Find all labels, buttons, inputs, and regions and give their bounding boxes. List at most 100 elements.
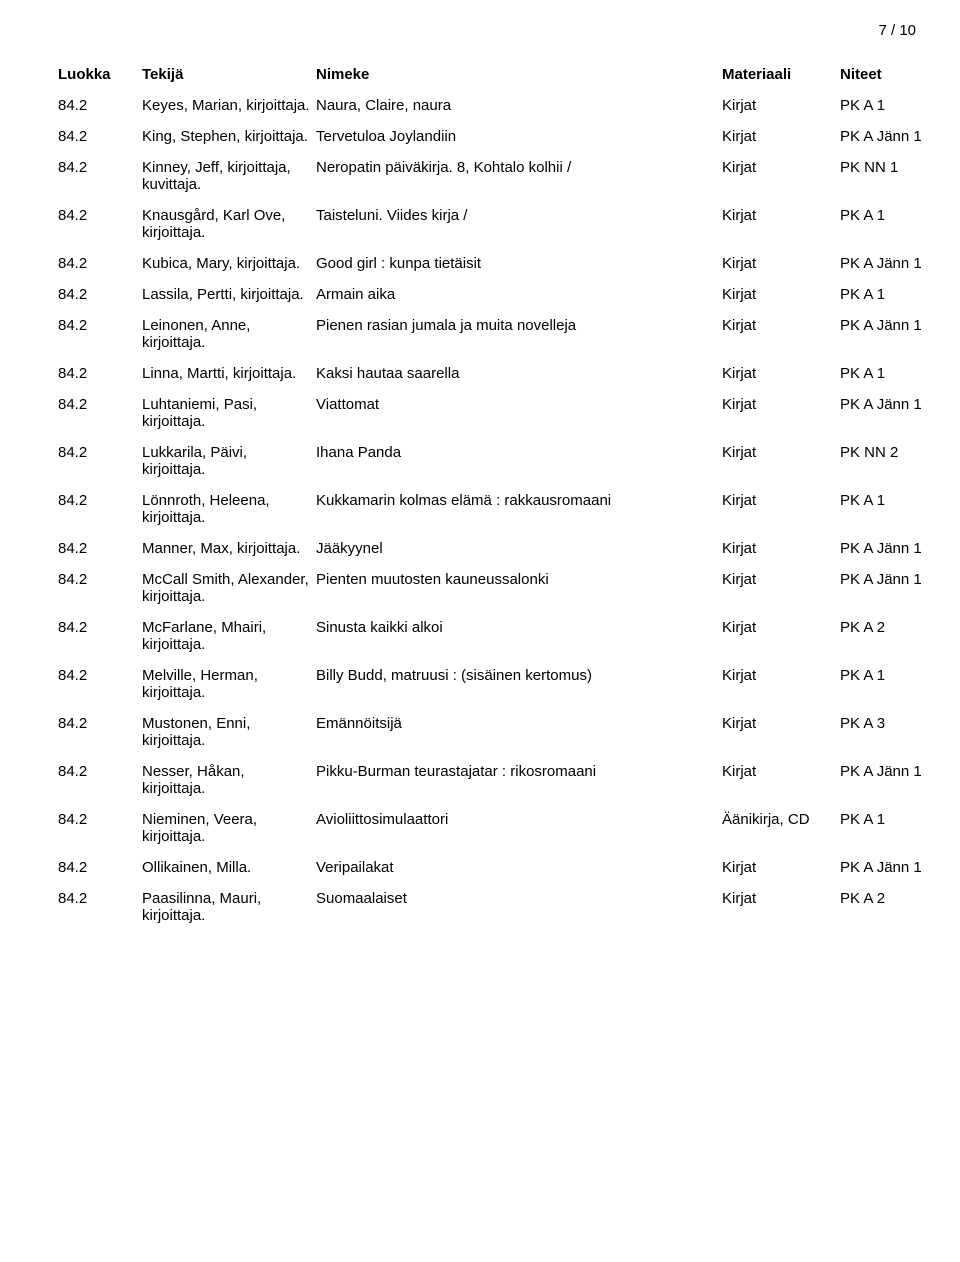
cell-materiaali: Kirjat <box>722 93 840 124</box>
cell-tekija: Keyes, Marian, kirjoittaja. <box>142 93 316 124</box>
cell-niteet: PK A Jänn 1 <box>840 536 950 567</box>
cell-tekija: Luhtaniemi, Pasi, kirjoittaja. <box>142 392 316 440</box>
cell-tekija: Nesser, Håkan, kirjoittaja. <box>142 759 316 807</box>
table-row: 84.2Keyes, Marian, kirjoittaja.Naura, Cl… <box>58 93 950 124</box>
cell-materiaali: Kirjat <box>722 536 840 567</box>
cell-luokka: 84.2 <box>58 251 142 282</box>
cell-tekija: Manner, Max, kirjoittaja. <box>142 536 316 567</box>
cell-luokka: 84.2 <box>58 807 142 855</box>
cell-niteet: PK A 1 <box>840 361 950 392</box>
header-niteet: Niteet <box>840 62 950 93</box>
header-materiaali: Materiaali <box>722 62 840 93</box>
cell-luokka: 84.2 <box>58 488 142 536</box>
cell-nimeke: Emännöitsijä <box>316 711 722 759</box>
cell-tekija: McCall Smith, Alexander, kirjoittaja. <box>142 567 316 615</box>
header-nimeke: Nimeke <box>316 62 722 93</box>
cell-tekija: McFarlane, Mhairi, kirjoittaja. <box>142 615 316 663</box>
table-row: 84.2Kinney, Jeff, kirjoittaja, kuvittaja… <box>58 155 950 203</box>
cell-niteet: PK A Jänn 1 <box>840 124 950 155</box>
cell-materiaali: Kirjat <box>722 440 840 488</box>
cell-tekija: Kinney, Jeff, kirjoittaja, kuvittaja. <box>142 155 316 203</box>
cell-materiaali: Kirjat <box>722 663 840 711</box>
cell-niteet: PK A Jänn 1 <box>840 392 950 440</box>
cell-nimeke: Viattomat <box>316 392 722 440</box>
cell-luokka: 84.2 <box>58 203 142 251</box>
cell-niteet: PK A 1 <box>840 203 950 251</box>
cell-tekija: Linna, Martti, kirjoittaja. <box>142 361 316 392</box>
cell-nimeke: Pienten muutosten kauneussalonki <box>316 567 722 615</box>
cell-nimeke: Pienen rasian jumala ja muita novelleja <box>316 313 722 361</box>
cell-luokka: 84.2 <box>58 93 142 124</box>
cell-niteet: PK A Jänn 1 <box>840 251 950 282</box>
cell-materiaali: Kirjat <box>722 886 840 934</box>
cell-tekija: Knausgård, Karl Ove, kirjoittaja. <box>142 203 316 251</box>
header-tekija: Tekijä <box>142 62 316 93</box>
cell-materiaali: Kirjat <box>722 203 840 251</box>
cell-materiaali: Kirjat <box>722 282 840 313</box>
cell-niteet: PK A Jänn 1 <box>840 567 950 615</box>
page-number: 7 / 10 <box>878 22 916 39</box>
cell-luokka: 84.2 <box>58 392 142 440</box>
table-row: 84.2Paasilinna, Mauri, kirjoittaja.Suoma… <box>58 886 950 934</box>
cell-niteet: PK A 1 <box>840 282 950 313</box>
cell-tekija: Paasilinna, Mauri, kirjoittaja. <box>142 886 316 934</box>
cell-tekija: Lukkarila, Päivi, kirjoittaja. <box>142 440 316 488</box>
table-row: 84.2Linna, Martti, kirjoittaja.Kaksi hau… <box>58 361 950 392</box>
cell-niteet: PK A Jänn 1 <box>840 855 950 886</box>
cell-nimeke: Sinusta kaikki alkoi <box>316 615 722 663</box>
cell-nimeke: Neropatin päiväkirja. 8, Kohtalo kolhii … <box>316 155 722 203</box>
cell-niteet: PK A 3 <box>840 711 950 759</box>
cell-luokka: 84.2 <box>58 615 142 663</box>
cell-luokka: 84.2 <box>58 663 142 711</box>
table-row: 84.2Lukkarila, Päivi, kirjoittaja.Ihana … <box>58 440 950 488</box>
table-row: 84.2Leinonen, Anne, kirjoittaja.Pienen r… <box>58 313 950 361</box>
table-row: 84.2Lönnroth, Heleena, kirjoittaja.Kukka… <box>58 488 950 536</box>
listing-table: Luokka Tekijä Nimeke Materiaali Niteet 8… <box>58 62 950 934</box>
cell-luokka: 84.2 <box>58 567 142 615</box>
cell-luokka: 84.2 <box>58 440 142 488</box>
cell-materiaali: Äänikirja, CD <box>722 807 840 855</box>
page-container: 7 / 10 Luokka Tekijä Nimeke Materiaali N… <box>0 0 960 1262</box>
cell-niteet: PK A Jänn 1 <box>840 313 950 361</box>
table-row: 84.2Nieminen, Veera, kirjoittaja.Aviolii… <box>58 807 950 855</box>
cell-materiaali: Kirjat <box>722 488 840 536</box>
cell-tekija: King, Stephen, kirjoittaja. <box>142 124 316 155</box>
cell-luokka: 84.2 <box>58 282 142 313</box>
cell-luokka: 84.2 <box>58 313 142 361</box>
table-row: 84.2Ollikainen, Milla.VeripailakatKirjat… <box>58 855 950 886</box>
cell-luokka: 84.2 <box>58 886 142 934</box>
cell-nimeke: Good girl : kunpa tietäisit <box>316 251 722 282</box>
cell-materiaali: Kirjat <box>722 251 840 282</box>
cell-luokka: 84.2 <box>58 759 142 807</box>
table-row: 84.2Kubica, Mary, kirjoittaja.Good girl … <box>58 251 950 282</box>
cell-nimeke: Suomaalaiset <box>316 886 722 934</box>
cell-tekija: Nieminen, Veera, kirjoittaja. <box>142 807 316 855</box>
cell-nimeke: Billy Budd, matruusi : (sisäinen kertomu… <box>316 663 722 711</box>
cell-luokka: 84.2 <box>58 155 142 203</box>
table-row: 84.2McFarlane, Mhairi, kirjoittaja.Sinus… <box>58 615 950 663</box>
cell-materiaali: Kirjat <box>722 711 840 759</box>
table-row: 84.2Nesser, Håkan, kirjoittaja.Pikku-Bur… <box>58 759 950 807</box>
cell-luokka: 84.2 <box>58 536 142 567</box>
cell-niteet: PK NN 2 <box>840 440 950 488</box>
cell-niteet: PK A 1 <box>840 663 950 711</box>
cell-nimeke: Kukkamarin kolmas elämä : rakkausromaani <box>316 488 722 536</box>
cell-nimeke: Avioliittosimulaattori <box>316 807 722 855</box>
table-row: 84.2Melville, Herman, kirjoittaja.Billy … <box>58 663 950 711</box>
cell-materiaali: Kirjat <box>722 855 840 886</box>
cell-niteet: PK A Jänn 1 <box>840 759 950 807</box>
cell-niteet: PK A 2 <box>840 615 950 663</box>
table-row: 84.2Manner, Max, kirjoittaja.JääkyynelKi… <box>58 536 950 567</box>
cell-materiaali: Kirjat <box>722 155 840 203</box>
cell-materiaali: Kirjat <box>722 392 840 440</box>
table-row: 84.2Knausgård, Karl Ove, kirjoittaja.Tai… <box>58 203 950 251</box>
table-row: 84.2King, Stephen, kirjoittaja.Tervetulo… <box>58 124 950 155</box>
cell-nimeke: Naura, Claire, naura <box>316 93 722 124</box>
table-row: 84.2Mustonen, Enni, kirjoittaja.Emännöit… <box>58 711 950 759</box>
cell-niteet: PK A 2 <box>840 886 950 934</box>
cell-niteet: PK A 1 <box>840 488 950 536</box>
cell-nimeke: Taisteluni. Viides kirja / <box>316 203 722 251</box>
cell-nimeke: Jääkyynel <box>316 536 722 567</box>
cell-nimeke: Veripailakat <box>316 855 722 886</box>
cell-materiaali: Kirjat <box>722 361 840 392</box>
